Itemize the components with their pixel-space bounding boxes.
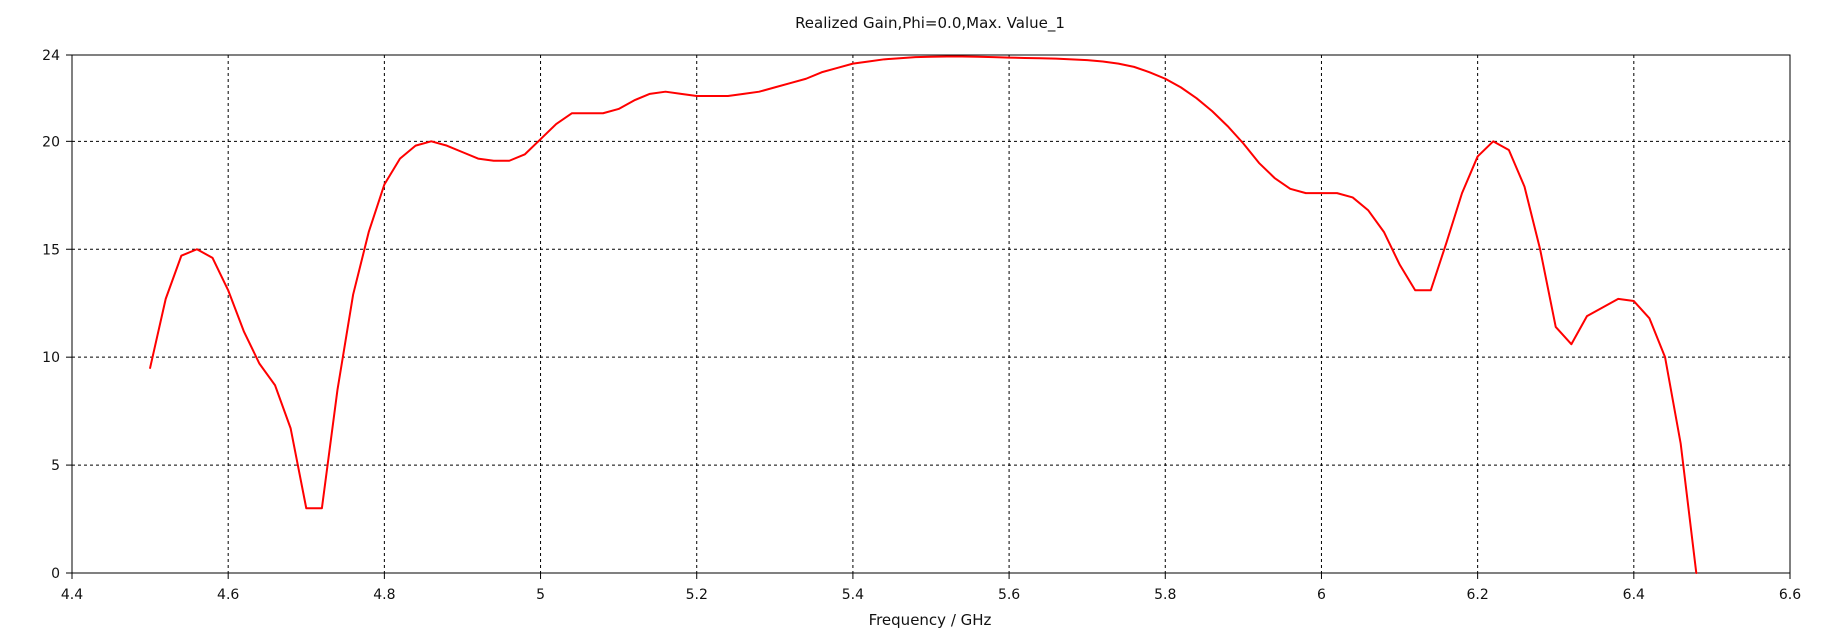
y-tick-label: 5 <box>51 458 60 474</box>
x-tick-label: 6.6 <box>1779 587 1801 603</box>
axis-ticks: 4.4 4.6 4.8 5 5.2 5.4 5.6 5.8 6 6.2 6.4 6.6 0 5 10 15 20… <box>42 48 1801 603</box>
x-tick-label: 4.8 <box>373 587 395 603</box>
plot-border <box>71 54 1791 574</box>
y-tick-label: 0 <box>51 566 60 582</box>
grid-lines <box>72 55 1790 573</box>
x-tick-label: 6 <box>1317 587 1326 603</box>
y-tick-label: 20 <box>42 134 60 150</box>
x-tick-label: 5.6 <box>998 587 1020 603</box>
series-layer <box>149 55 1698 574</box>
x-tick-label: 5.2 <box>686 587 708 603</box>
x-tick-label: 6.4 <box>1623 587 1645 603</box>
chart-title: Realized Gain,Phi=0.0,Max. Value_1 <box>795 14 1065 33</box>
y-tick-label: 15 <box>42 242 60 258</box>
series-line-0 <box>149 55 1698 574</box>
x-tick-label: 5.8 <box>1154 587 1176 603</box>
x-tick-label: 4.4 <box>61 587 83 603</box>
x-axis-label: Frequency / GHz <box>869 611 992 629</box>
x-tick-label: 5 <box>536 587 545 603</box>
y-tick-label: 10 <box>42 350 60 366</box>
x-tick-label: 5.4 <box>842 587 864 603</box>
y-tick-label: 24 <box>42 48 60 64</box>
x-tick-label: 4.6 <box>217 587 239 603</box>
x-tick-label: 6.2 <box>1467 587 1489 603</box>
